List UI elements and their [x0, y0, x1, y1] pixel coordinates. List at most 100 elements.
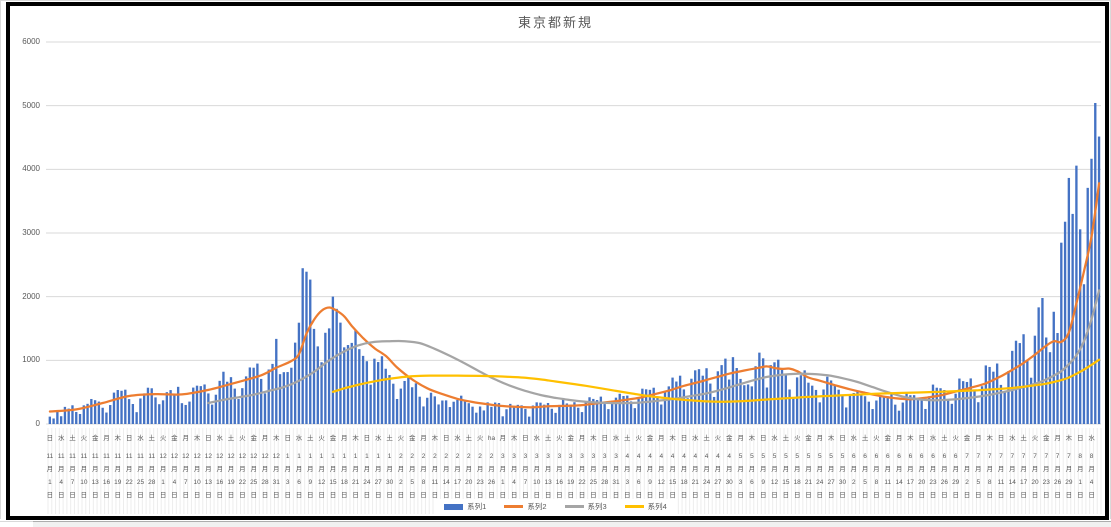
- bar-series1[interactable]: [93, 400, 97, 424]
- bar-series1[interactable]: [395, 398, 399, 424]
- bar-series1[interactable]: [482, 410, 486, 424]
- bar-series1[interactable]: [101, 407, 104, 424]
- bar-series1[interactable]: [418, 396, 421, 424]
- bar-series1[interactable]: [814, 389, 818, 424]
- bar-series1[interactable]: [588, 397, 591, 424]
- bar-series1[interactable]: [365, 361, 369, 424]
- bar-series1[interactable]: [456, 399, 459, 424]
- bar-series1[interactable]: [1033, 335, 1037, 424]
- bar-series1[interactable]: [173, 395, 176, 424]
- bar-series1[interactable]: [410, 387, 414, 424]
- bar-series1[interactable]: [214, 394, 218, 424]
- bar-series1[interactable]: [52, 418, 55, 424]
- bar-series1[interactable]: [448, 407, 452, 424]
- bar-series1[interactable]: [1075, 165, 1078, 424]
- bar-series1[interactable]: [67, 408, 70, 424]
- bar-series1[interactable]: [226, 381, 229, 424]
- bar-series1[interactable]: [48, 416, 51, 424]
- bar-series1[interactable]: [935, 387, 938, 424]
- bar-series1[interactable]: [671, 377, 674, 424]
- bar-series1[interactable]: [327, 328, 331, 424]
- bar-series1[interactable]: [486, 402, 489, 424]
- bar-series1[interactable]: [539, 402, 542, 424]
- bar-series1[interactable]: [71, 405, 74, 424]
- bar-series1[interactable]: [629, 401, 633, 424]
- bar-series1[interactable]: [433, 396, 436, 424]
- bar-series1[interactable]: [758, 352, 761, 424]
- bar-series1[interactable]: [210, 404, 214, 424]
- bar-series1[interactable]: [403, 380, 406, 424]
- bar-series1[interactable]: [222, 371, 225, 424]
- bar-series1[interactable]: [426, 397, 429, 424]
- legend-item[interactable]: 系列2: [504, 501, 547, 512]
- bar-series1[interactable]: [856, 391, 859, 424]
- bar-series1[interactable]: [358, 349, 361, 424]
- bar-series1[interactable]: [1045, 337, 1048, 424]
- bar-series1[interactable]: [1022, 334, 1025, 424]
- bar-series1[interactable]: [1037, 307, 1040, 424]
- bar-series1[interactable]: [920, 400, 923, 424]
- bar-series1[interactable]: [165, 392, 168, 424]
- bar-series1[interactable]: [750, 386, 753, 424]
- bar-series1[interactable]: [116, 390, 119, 424]
- bar-series1[interactable]: [746, 384, 750, 424]
- bar-series1[interactable]: [1094, 102, 1097, 425]
- bar-series1[interactable]: [784, 374, 787, 424]
- bar-series1[interactable]: [546, 402, 550, 424]
- bar-series1[interactable]: [731, 357, 735, 424]
- bar-series1[interactable]: [897, 410, 901, 424]
- bar-series1[interactable]: [290, 367, 293, 424]
- bar-series1[interactable]: [501, 416, 504, 424]
- bar-series1[interactable]: [90, 398, 93, 424]
- bar-series1[interactable]: [656, 397, 659, 424]
- bar-series1[interactable]: [339, 322, 342, 424]
- bar-series1[interactable]: [878, 395, 882, 424]
- bar-series1[interactable]: [203, 384, 206, 424]
- bar-series1[interactable]: [497, 403, 501, 424]
- bar-series1[interactable]: [524, 408, 527, 424]
- bar-series1[interactable]: [199, 386, 202, 424]
- bar-series1[interactable]: [516, 404, 519, 424]
- bar-series1[interactable]: [905, 392, 908, 424]
- bar-series1[interactable]: [105, 412, 108, 424]
- bar-series1[interactable]: [1007, 371, 1010, 424]
- bar-series1[interactable]: [244, 376, 248, 424]
- bar-series1[interactable]: [422, 406, 425, 424]
- bar-series1[interactable]: [980, 386, 984, 424]
- bar-series1[interactable]: [924, 408, 927, 424]
- bar-series1[interactable]: [901, 402, 904, 424]
- bar-series1[interactable]: [399, 388, 402, 424]
- bar-series1[interactable]: [894, 404, 897, 424]
- bar-series1[interactable]: [452, 401, 455, 424]
- bar-series1[interactable]: [603, 404, 606, 424]
- bar-series1[interactable]: [286, 372, 289, 424]
- bar-series1[interactable]: [97, 401, 101, 424]
- bar-series1[interactable]: [309, 279, 312, 424]
- bar-series1[interactable]: [928, 396, 931, 424]
- bar-series1[interactable]: [769, 365, 772, 424]
- bar-series1[interactable]: [331, 296, 335, 424]
- bar-series1[interactable]: [1056, 333, 1059, 424]
- bar-series1[interactable]: [139, 398, 142, 424]
- bar-series1[interactable]: [558, 404, 561, 424]
- bar-series1[interactable]: [146, 387, 150, 424]
- bar-series1[interactable]: [1026, 359, 1029, 424]
- bar-series1[interactable]: [761, 358, 765, 424]
- bar-series1[interactable]: [773, 362, 776, 424]
- bar-series1[interactable]: [916, 399, 920, 424]
- bar-series1[interactable]: [1048, 352, 1052, 424]
- legend-item[interactable]: 系列1: [444, 501, 486, 512]
- bar-series1[interactable]: [550, 408, 553, 424]
- bar-series1[interactable]: [478, 406, 482, 424]
- bar-series1[interactable]: [490, 406, 493, 424]
- bar-series1[interactable]: [460, 395, 463, 424]
- bar-series1[interactable]: [584, 402, 587, 424]
- bar-series1[interactable]: [946, 399, 950, 424]
- bar-series1[interactable]: [633, 408, 636, 424]
- bar-series1[interactable]: [471, 406, 474, 424]
- bar-series1[interactable]: [867, 401, 870, 424]
- bar-series1[interactable]: [795, 377, 799, 424]
- bar-series1[interactable]: [324, 332, 327, 424]
- bar-series1[interactable]: [463, 401, 467, 424]
- bar-series1[interactable]: [184, 404, 187, 424]
